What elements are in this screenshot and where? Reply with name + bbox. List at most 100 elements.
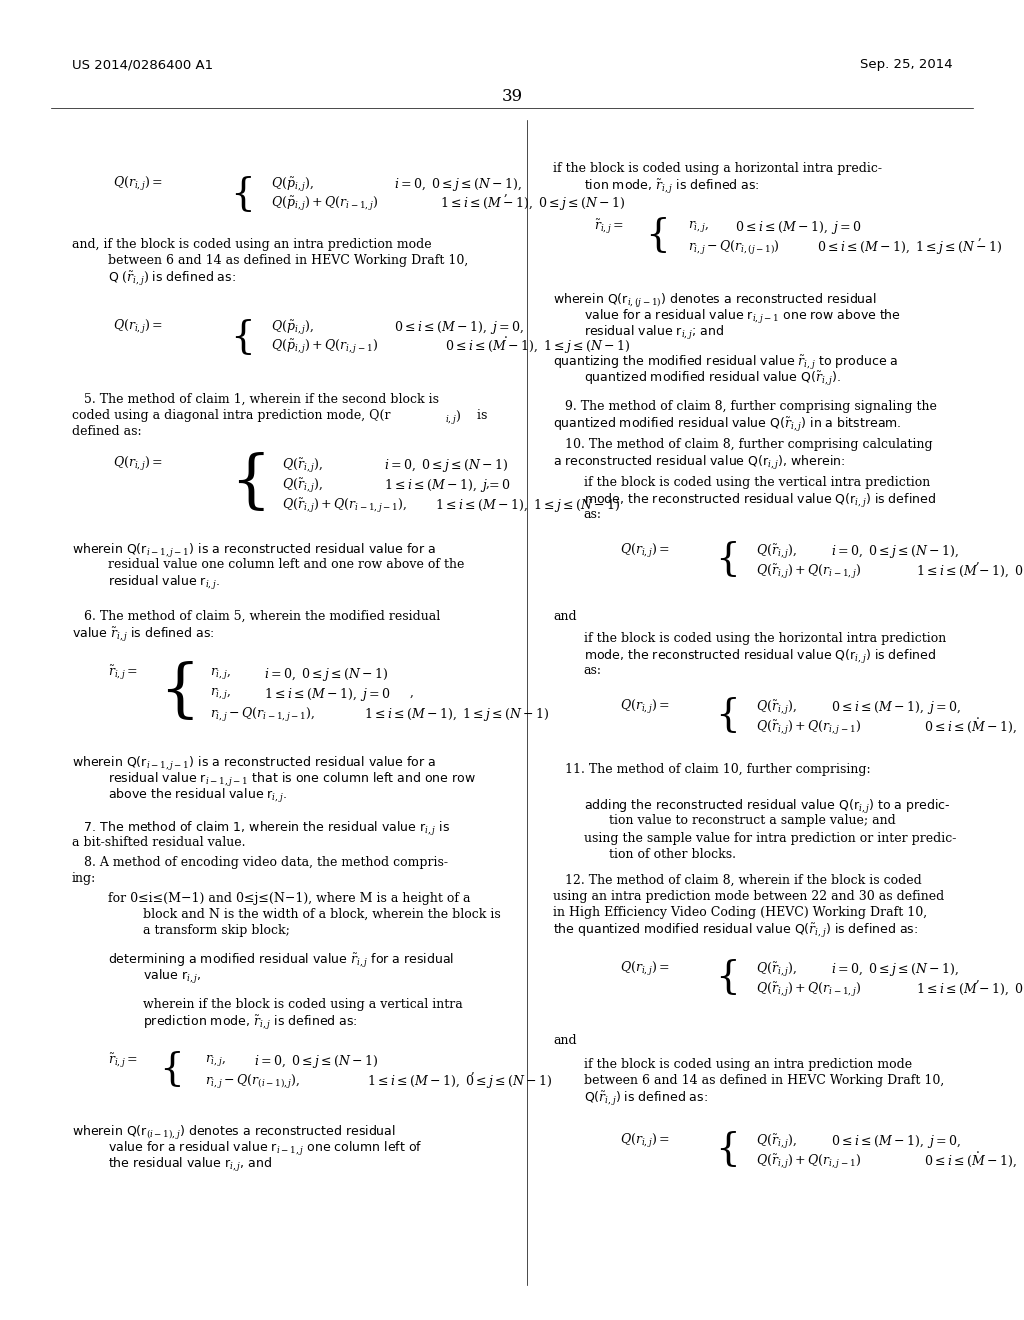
Text: residual value one column left and one row above of the: residual value one column left and one r… xyxy=(108,558,464,572)
Text: 39: 39 xyxy=(502,88,522,106)
Text: {: { xyxy=(230,453,271,513)
Text: coded using a diagonal intra prediction mode, Q(r: coded using a diagonal intra prediction … xyxy=(72,409,390,422)
Text: $0\leq i\leq (M-1),\ 1\leq j\leq (N-1)$: $0\leq i\leq (M-1),\ 1\leq j\leq (N-1)$ xyxy=(924,719,1024,737)
Text: $Q(r_{i,j})=$: $Q(r_{i,j})=$ xyxy=(620,698,670,715)
Text: $0\leq i\leq (M-1),\ j=0,$: $0\leq i\leq (M-1),\ j=0,$ xyxy=(394,319,524,337)
Text: if the block is coded using the vertical intra prediction: if the block is coded using the vertical… xyxy=(584,477,930,488)
Text: $1\leq i\leq (M-1),\ j=0$: $1\leq i\leq (M-1),\ j=0$ xyxy=(384,477,511,494)
Text: $Q(\tilde{r}_{i,j}),$: $Q(\tilde{r}_{i,j}),$ xyxy=(282,457,323,475)
Text: $0\leq i\leq (M-1),\ 1\leq j\leq (N-1)$: $0\leq i\leq (M-1),\ 1\leq j\leq (N-1)$ xyxy=(817,239,1002,256)
Text: for 0≤i≤(M−1) and 0≤j≤(N−1), where M is a height of a: for 0≤i≤(M−1) and 0≤j≤(N−1), where M is … xyxy=(108,892,470,906)
Text: quantized modified residual value Q($\tilde{r}_{i,j}$) in a bitstream.: quantized modified residual value Q($\ti… xyxy=(553,416,901,434)
Text: $Q(r_{i,j})=$: $Q(r_{i,j})=$ xyxy=(113,176,163,193)
Text: in High Efficiency Video Coding (HEVC) Working Draft 10,: in High Efficiency Video Coding (HEVC) W… xyxy=(553,906,927,919)
Text: above the residual value r$_{i,j}$.: above the residual value r$_{i,j}$. xyxy=(108,787,287,805)
Text: ,: , xyxy=(471,1063,475,1076)
Text: quantizing the modified residual value $\tilde{r}_{i,j}$ to produce a: quantizing the modified residual value $… xyxy=(553,354,898,372)
Text: is: is xyxy=(473,409,487,422)
Text: determining a modified residual value $\tilde{r}_{i,j}$ for a residual: determining a modified residual value $\… xyxy=(108,952,454,970)
Text: residual value r$_{i-1,j-1}$ that is one column left and one row: residual value r$_{i-1,j-1}$ that is one… xyxy=(108,771,475,789)
Text: 5. The method of claim 1, wherein if the second block is: 5. The method of claim 1, wherein if the… xyxy=(72,393,438,407)
Text: $Q(\tilde{p}_{i,j}),$: $Q(\tilde{p}_{i,j}),$ xyxy=(271,319,314,338)
Text: US 2014/0286400 A1: US 2014/0286400 A1 xyxy=(72,58,213,71)
Text: wherein Q(r$_{(i-1),j}$) denotes a reconstructed residual: wherein Q(r$_{(i-1),j}$) denotes a recon… xyxy=(72,1125,395,1142)
Text: wherein if the block is coded using a vertical intra: wherein if the block is coded using a ve… xyxy=(143,998,463,1011)
Text: $Q(\tilde{r}_{i,j})+Q(r_{i-1,j})$: $Q(\tilde{r}_{i,j})+Q(r_{i-1,j})$ xyxy=(756,981,861,999)
Text: defined as:: defined as: xyxy=(72,425,141,438)
Text: a transform skip block;: a transform skip block; xyxy=(143,924,290,937)
Text: if the block is coded using the horizontal intra prediction: if the block is coded using the horizont… xyxy=(584,632,946,645)
Text: value r$_{i,j}$,: value r$_{i,j}$, xyxy=(143,968,202,986)
Text: adding the reconstructed residual value Q(r$_{i,j}$) to a predic-: adding the reconstructed residual value … xyxy=(584,799,950,816)
Text: quantized modified residual value Q($\tilde{r}_{i,j}$).: quantized modified residual value Q($\ti… xyxy=(584,370,841,388)
Text: the quantized modified residual value Q($\tilde{r}_{i,j}$) is defined as:: the quantized modified residual value Q(… xyxy=(553,921,918,940)
Text: a bit-shifted residual value.: a bit-shifted residual value. xyxy=(72,836,245,849)
Text: 7. The method of claim 1, wherein the residual value r$_{i,j}$ is: 7. The method of claim 1, wherein the re… xyxy=(72,820,450,838)
Text: wherein Q(r$_{i,(j-1)}$) denotes a reconstructed residual: wherein Q(r$_{i,(j-1)}$) denotes a recon… xyxy=(553,292,877,310)
Text: block and N is the width of a block, wherein the block is: block and N is the width of a block, whe… xyxy=(143,908,501,921)
Text: tion of other blocks.: tion of other blocks. xyxy=(609,847,736,861)
Text: ing:: ing: xyxy=(72,873,96,884)
Text: $0\leq i\leq (M-1),\ 1\leq j\leq (N-1)$: $0\leq i\leq (M-1),\ 1\leq j\leq (N-1)$ xyxy=(924,1152,1024,1170)
Text: a reconstructed residual value Q(r$_{i,j}$), wherein:: a reconstructed residual value Q(r$_{i,j… xyxy=(553,454,846,473)
Text: $Q(\tilde{p}_{i,j})+Q(r_{i,j-1})$: $Q(\tilde{p}_{i,j})+Q(r_{i,j-1})$ xyxy=(271,338,379,356)
Text: {: { xyxy=(230,319,255,356)
Text: and: and xyxy=(553,610,577,623)
Text: mode, the reconstructed residual value Q(r$_{i,j}$) is defined: mode, the reconstructed residual value Q… xyxy=(584,492,936,510)
Text: $Q(\tilde{r}_{i,j}),$: $Q(\tilde{r}_{i,j}),$ xyxy=(756,1133,797,1151)
Text: Sep. 25, 2014: Sep. 25, 2014 xyxy=(860,58,952,71)
Text: $i=0,\ 0\leq j\leq (N-1)$: $i=0,\ 0\leq j\leq (N-1)$ xyxy=(384,457,509,474)
Text: $1\leq i\leq (M-1),\ 0\leq j\leq (N-1)$: $1\leq i\leq (M-1),\ 0\leq j\leq (N-1)$ xyxy=(440,195,626,213)
Text: $0\leq i\leq (M-1),\ j=0,$: $0\leq i\leq (M-1),\ j=0,$ xyxy=(831,700,962,715)
Text: value for a residual value r$_{i-1,j}$ one column left of: value for a residual value r$_{i-1,j}$ o… xyxy=(108,1140,422,1158)
Text: $Q(\tilde{r}_{i,j}),$: $Q(\tilde{r}_{i,j}),$ xyxy=(756,543,797,561)
Text: ,: , xyxy=(485,477,489,490)
Text: prediction mode, $\tilde{r}_{i,j}$ is defined as:: prediction mode, $\tilde{r}_{i,j}$ is de… xyxy=(143,1014,358,1032)
Text: $1\leq i\leq (M-1),\ 0\leq j\leq (N-1)$: $1\leq i\leq (M-1),\ 0\leq j\leq (N-1)$ xyxy=(916,564,1024,579)
Text: between 6 and 14 as defined in HEVC Working Draft 10,: between 6 and 14 as defined in HEVC Work… xyxy=(108,253,468,267)
Text: $1\leq i\leq (M-1),\ 1\leq j\leq (N-1)$: $1\leq i\leq (M-1),\ 1\leq j\leq (N-1)$ xyxy=(435,498,621,513)
Text: 6. The method of claim 5, wherein the modified residual: 6. The method of claim 5, wherein the mo… xyxy=(72,610,440,623)
Text: $Q(r_{i,j})=$: $Q(r_{i,j})=$ xyxy=(113,318,163,337)
Text: residual value r$_{i,j}$.: residual value r$_{i,j}$. xyxy=(108,574,219,591)
Text: between 6 and 14 as defined in HEVC Working Draft 10,: between 6 and 14 as defined in HEVC Work… xyxy=(584,1074,944,1086)
Text: and, if the block is coded using an intra prediction mode: and, if the block is coded using an intr… xyxy=(72,238,431,251)
Text: and: and xyxy=(553,1034,577,1047)
Text: $Q(r_{i,j})=$: $Q(r_{i,j})=$ xyxy=(620,1133,670,1150)
Text: $Q(r_{i,j})=$: $Q(r_{i,j})=$ xyxy=(620,960,670,978)
Text: .: . xyxy=(976,709,980,722)
Text: Q($\tilde{r}_{i,j}$) is defined as:: Q($\tilde{r}_{i,j}$) is defined as: xyxy=(584,1090,708,1109)
Text: $1\leq i\leq (M-1),\ j=0$: $1\leq i\leq (M-1),\ j=0$ xyxy=(264,686,391,704)
Text: $Q(\tilde{r}_{i,j}),$: $Q(\tilde{r}_{i,j}),$ xyxy=(756,700,797,717)
Text: using the sample value for intra prediction or inter predic-: using the sample value for intra predict… xyxy=(584,832,956,845)
Text: $r_{i,j},$: $r_{i,j},$ xyxy=(688,219,709,234)
Text: $r_{i,j},$: $r_{i,j},$ xyxy=(210,686,230,701)
Text: $1\leq i\leq (M-1),\ 0\leq j\leq (N-1)$: $1\leq i\leq (M-1),\ 0\leq j\leq (N-1)$ xyxy=(367,1073,552,1090)
Text: using an intra prediction mode between 22 and 30 as defined: using an intra prediction mode between 2… xyxy=(553,890,944,903)
Text: $Q(\tilde{r}_{i,j})+Q(r_{i,j-1})$: $Q(\tilde{r}_{i,j})+Q(r_{i,j-1})$ xyxy=(756,1152,861,1171)
Text: $Q(r_{i,j})=$: $Q(r_{i,j})=$ xyxy=(113,455,163,473)
Text: 12. The method of claim 8, wherein if the block is coded: 12. The method of claim 8, wherein if th… xyxy=(553,874,922,887)
Text: $0\leq i\leq (M-1),\ j=0,$: $0\leq i\leq (M-1),\ j=0,$ xyxy=(831,1133,962,1150)
Text: 11. The method of claim 10, further comprising:: 11. The method of claim 10, further comp… xyxy=(553,763,870,776)
Text: $r_{i,j},$: $r_{i,j},$ xyxy=(210,667,230,681)
Text: $_{i,j})$: $_{i,j})$ xyxy=(445,409,462,426)
Text: {: { xyxy=(159,663,200,723)
Text: if the block is coded using an intra prediction mode: if the block is coded using an intra pre… xyxy=(584,1059,911,1071)
Text: $Q(\tilde{p}_{i,j})+Q(r_{i-1,j})$: $Q(\tilde{p}_{i,j})+Q(r_{i-1,j})$ xyxy=(271,195,379,214)
Text: ,: , xyxy=(976,972,980,983)
Text: $Q(\tilde{r}_{i,j})+Q(r_{i,j-1})$: $Q(\tilde{r}_{i,j})+Q(r_{i,j-1})$ xyxy=(756,719,861,738)
Text: $\tilde{r}_{i,j}=$: $\tilde{r}_{i,j}=$ xyxy=(108,664,137,682)
Text: Q $(\tilde{r}_{i,j})$ is defined as:: Q $(\tilde{r}_{i,j})$ is defined as: xyxy=(108,271,236,288)
Text: as:: as: xyxy=(584,508,602,521)
Text: $0\leq i\leq (M-1),\ 1\leq j\leq (N-1)$: $0\leq i\leq (M-1),\ 1\leq j\leq (N-1)$ xyxy=(445,338,631,355)
Text: $Q(\tilde{r}_{i,j})+Q(r_{i-1,j-1}),$: $Q(\tilde{r}_{i,j})+Q(r_{i-1,j-1}),$ xyxy=(282,498,407,515)
Text: 8. A method of encoding video data, the method compris-: 8. A method of encoding video data, the … xyxy=(72,855,447,869)
Text: 10. The method of claim 8, further comprising calculating: 10. The method of claim 8, further compr… xyxy=(553,438,933,451)
Text: ,: , xyxy=(504,185,508,198)
Text: ,: , xyxy=(978,228,982,242)
Text: ,: , xyxy=(410,686,414,700)
Text: {: { xyxy=(159,1051,183,1088)
Text: $Q(\tilde{r}_{i,j})+Q(r_{i-1,j})$: $Q(\tilde{r}_{i,j})+Q(r_{i-1,j})$ xyxy=(756,564,861,581)
Text: value $\tilde{r}_{i,j}$ is defined as:: value $\tilde{r}_{i,j}$ is defined as: xyxy=(72,626,214,644)
